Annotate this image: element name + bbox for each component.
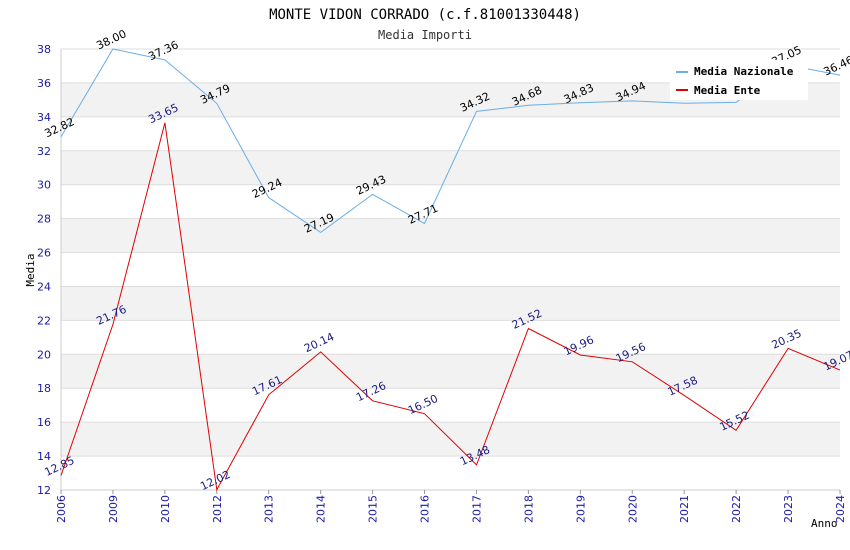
y-tick-label: 18 (37, 382, 51, 395)
legend: Media Nazionale Media Ente (670, 60, 808, 100)
x-tick-label: 2016 (419, 495, 432, 523)
axes (60, 49, 841, 494)
grid-band (61, 218, 840, 253)
y-tick-label: 12 (37, 484, 51, 497)
x-tick-label: 2012 (211, 495, 224, 523)
data-label: 20.14 (302, 330, 336, 355)
y-tick-label: 20 (37, 348, 51, 361)
series-layer (60, 48, 841, 492)
data-label: 12.02 (198, 468, 232, 493)
legend-label-nazionale: Media Nazionale (694, 65, 794, 78)
chart-subtitle: Media Importi (378, 28, 472, 42)
x-tick-label: 2023 (782, 495, 795, 523)
grid-band (61, 354, 840, 389)
x-tick-label: 2022 (730, 495, 743, 523)
y-tick-label: 32 (37, 145, 51, 158)
legend-label-ente: Media Ente (694, 84, 761, 97)
x-tick-label: 2020 (626, 495, 639, 523)
x-tick-label: 2010 (159, 495, 172, 523)
y-tick-label: 38 (37, 43, 51, 56)
x-tick-label: 2013 (263, 495, 276, 523)
y-axis-label: Media (24, 253, 37, 286)
y-tick-label: 28 (37, 213, 51, 226)
data-label: 20.35 (770, 327, 804, 352)
y-tick-label: 16 (37, 416, 51, 429)
x-tick-label: 2015 (367, 495, 380, 523)
legend-box (670, 60, 808, 100)
series-line-0 (60, 48, 841, 234)
y-tick-labels: 12 14 16 18 20 22 24 26 28 30 32 34 36 38 (37, 43, 51, 497)
y-tick-label: 26 (37, 247, 51, 260)
grid-bands (61, 82, 840, 457)
x-tick-label: 2014 (315, 495, 328, 523)
y-tick-label: 14 (37, 450, 51, 463)
y-tick-label: 22 (37, 314, 51, 327)
y-tick-label: 36 (37, 77, 51, 90)
chart-title: MONTE VIDON CORRADO (c.f.81001330448) (269, 7, 581, 23)
x-tick-label: 2009 (107, 495, 120, 523)
x-tick-label: 2017 (470, 495, 483, 523)
x-tick-label: 2024 (834, 495, 847, 523)
y-tick-label: 30 (37, 179, 51, 192)
x-tick-label: 2021 (678, 495, 691, 523)
series-line-1 (60, 122, 841, 492)
x-tick-label: 2019 (574, 495, 587, 523)
x-tick-label: 2018 (522, 495, 535, 523)
grid-band (61, 286, 840, 321)
y-tick-label: 24 (37, 280, 51, 293)
x-tick-label: 2006 (55, 495, 68, 523)
x-tick-labels: 2006 2009 2010 2012 2013 2014 2015 2016 2017 2018… (55, 495, 847, 523)
y-tick-label: 34 (37, 111, 51, 124)
x-axis-label: Anno (811, 517, 838, 530)
